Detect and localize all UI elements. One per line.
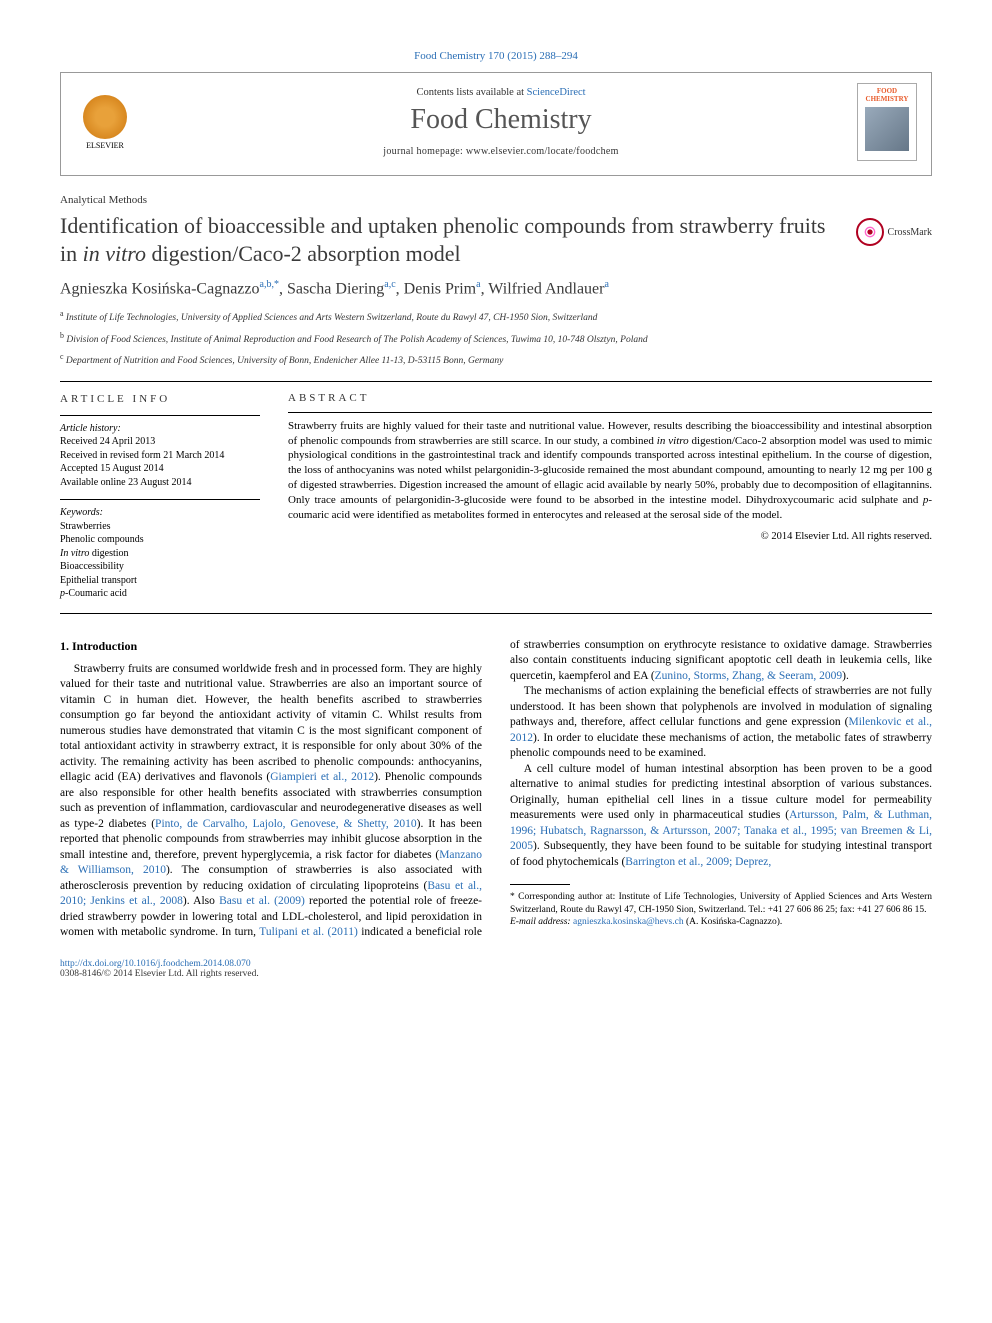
affiliation-b: b Division of Food Sciences, Institute o… — [60, 330, 932, 347]
author-4-aff: a — [604, 279, 608, 290]
author-2-aff: a,c — [384, 279, 395, 290]
author-1-aff: a,b, — [260, 279, 274, 290]
abstract-text: Strawberry fruits are highly valued for … — [288, 419, 932, 523]
affiliation-c: c Department of Nutrition and Food Scien… — [60, 351, 932, 368]
divider — [60, 381, 932, 382]
cover-title: FOOD CHEMISTRY — [858, 88, 916, 103]
journal-name: Food Chemistry — [145, 104, 857, 136]
contents-prefix: Contents lists available at — [416, 87, 526, 98]
doi-block: http://dx.doi.org/10.1016/j.foodchem.201… — [60, 959, 932, 979]
history-label: Article history: — [60, 422, 260, 436]
journal-header: ELSEVIER Contents lists available at Sci… — [60, 72, 932, 176]
abstract: ABSTRACT Strawberry fruits are highly va… — [288, 392, 932, 601]
abstract-copyright: © 2014 Elsevier Ltd. All rights reserved… — [288, 531, 932, 542]
footnote-separator — [510, 884, 570, 885]
keywords-label: Keywords: — [60, 506, 260, 520]
homepage-prefix: journal homepage: — [383, 146, 466, 157]
author-1: Agnieszka Kosińska-Cagnazzo — [60, 280, 260, 297]
keyword-3: In vitro digestion — [60, 547, 260, 561]
keyword-2: Phenolic compounds — [60, 533, 260, 547]
divider — [60, 613, 932, 614]
title-part2: digestion/Caco-2 absorption model — [146, 241, 461, 266]
info-heading: ARTICLE INFO — [60, 392, 260, 407]
citation-link[interactable]: Pinto, de Carvalho, Lajolo, Genovese, & … — [155, 818, 417, 830]
elsevier-tree-icon — [83, 95, 127, 139]
section-1-heading: 1. Introduction — [60, 638, 482, 654]
received-date: Received 24 April 2013 — [60, 435, 260, 449]
cover-image-icon — [865, 107, 909, 151]
title-ital: in vitro — [83, 241, 146, 266]
author-4: Wilfried Andlauer — [488, 280, 604, 297]
citation-link[interactable]: Zunino, Storms, Zhang, & Seeram, 2009 — [655, 670, 843, 682]
article-type: Analytical Methods — [60, 194, 932, 206]
issn-copyright: 0308-8146/© 2014 Elsevier Ltd. All right… — [60, 969, 259, 979]
abstract-heading: ABSTRACT — [288, 392, 932, 404]
paragraph-3: A cell culture model of human intestinal… — [510, 762, 932, 871]
keyword-6: p-Coumaric acid — [60, 587, 260, 601]
citation-link[interactable]: Barrington et al., 2009; Deprez, — [625, 856, 771, 868]
doi-link[interactable]: http://dx.doi.org/10.1016/j.foodchem.201… — [60, 959, 251, 969]
publisher-name: ELSEVIER — [86, 141, 124, 150]
citation-link[interactable]: Tulipani et al. (2011) — [259, 926, 358, 938]
keyword-1: Strawberries — [60, 520, 260, 534]
citation-link[interactable]: Basu et al. (2009) — [219, 895, 305, 907]
paragraph-2: The mechanisms of action explaining the … — [510, 684, 932, 762]
crossmark-badge[interactable]: CrossMark — [856, 218, 932, 246]
top-citation: Food Chemistry 170 (2015) 288–294 — [60, 50, 932, 62]
citation-link[interactable]: Giampieri et al., 2012 — [270, 771, 374, 783]
keyword-5: Epithelial transport — [60, 574, 260, 588]
authors-line: Agnieszka Kosińska-Cagnazzoa,b,*, Sascha… — [60, 279, 932, 298]
revised-date: Received in revised form 21 March 2014 — [60, 449, 260, 463]
author-3-aff: a — [476, 279, 480, 290]
corresponding-author-footnote: * Corresponding author at: Institute of … — [510, 891, 932, 928]
online-date: Available online 23 August 2014 — [60, 476, 260, 490]
article-title: Identification of bioaccessible and upta… — [60, 212, 836, 267]
elsevier-logo: ELSEVIER — [75, 87, 135, 157]
accepted-date: Accepted 15 August 2014 — [60, 462, 260, 476]
corr-email-who: (A. Kosińska-Cagnazzo). — [686, 917, 782, 927]
journal-cover: FOOD CHEMISTRY — [857, 83, 917, 161]
homepage-url[interactable]: www.elsevier.com/locate/foodchem — [466, 146, 619, 157]
crossmark-icon — [856, 218, 884, 246]
corr-email-link[interactable]: agnieszka.kosinska@hevs.ch — [573, 917, 684, 927]
author-2: Sascha Diering — [287, 280, 384, 297]
keyword-4: Bioaccessibility — [60, 560, 260, 574]
email-label: E-mail address: — [510, 917, 571, 927]
corr-text: * Corresponding author at: Institute of … — [510, 891, 932, 916]
sciencedirect-link[interactable]: ScienceDirect — [527, 87, 586, 98]
body-text: 1. Introduction Strawberry fruits are co… — [60, 638, 932, 941]
author-3: Denis Prim — [404, 280, 476, 297]
affiliation-a: a Institute of Life Technologies, Univer… — [60, 308, 932, 325]
crossmark-label: CrossMark — [888, 227, 932, 238]
author-1-corr: * — [274, 279, 279, 290]
article-info: ARTICLE INFO Article history: Received 2… — [60, 392, 260, 601]
